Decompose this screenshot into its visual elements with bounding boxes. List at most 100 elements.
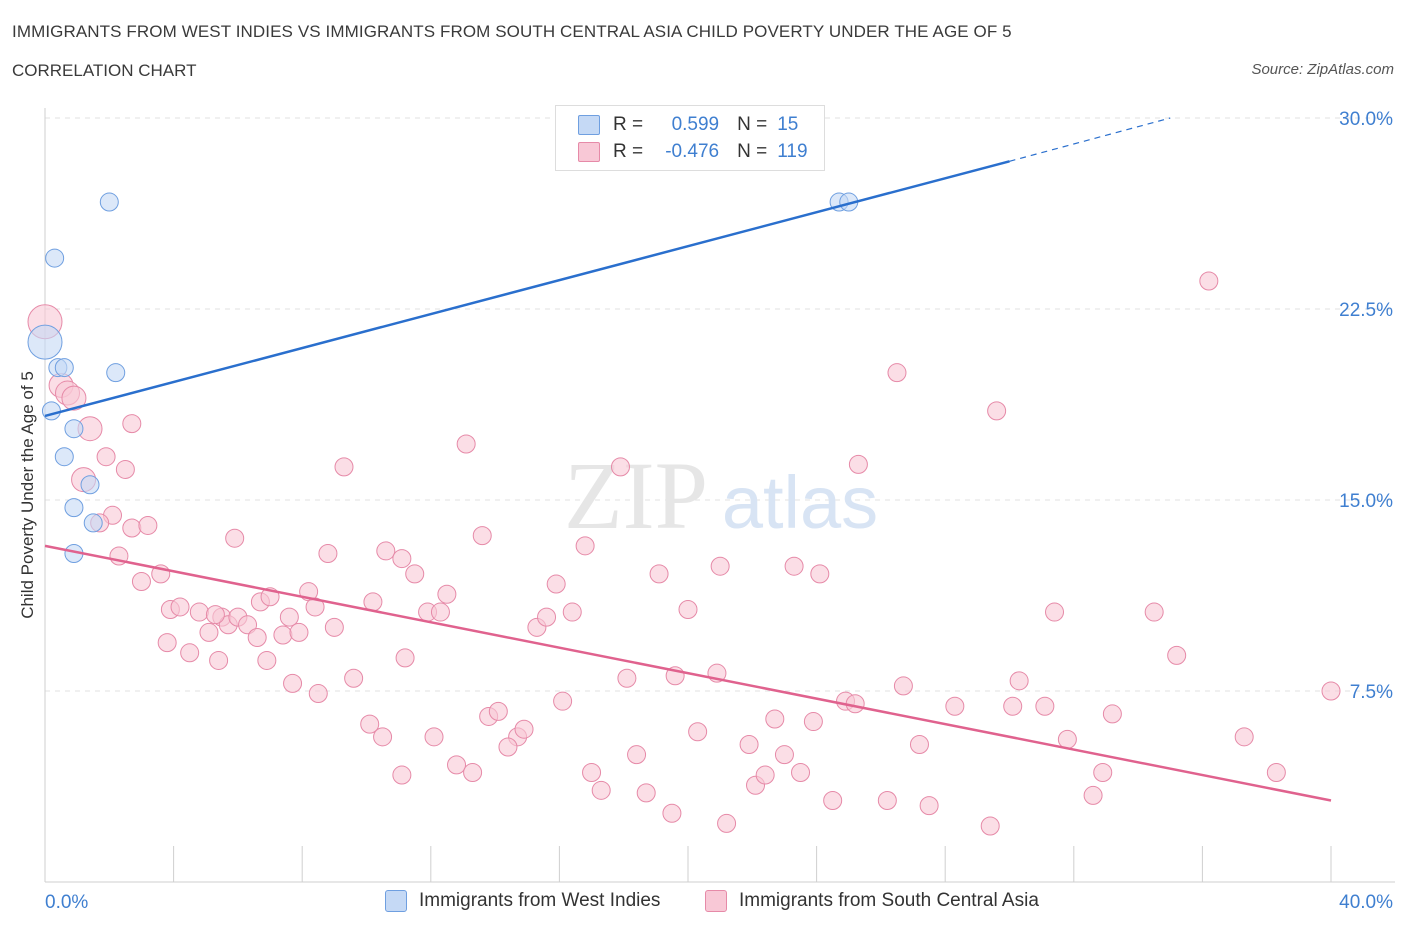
south-central-asia-point-62 [514, 719, 534, 739]
west-indies-point-4 [54, 358, 74, 378]
south-central-asia-point-101 [919, 796, 939, 816]
legend-swatch-west-indies [578, 115, 600, 135]
south-central-asia-point-73 [610, 457, 630, 477]
south-central-asia-point-97 [845, 694, 865, 714]
south-central-asia-point-82 [710, 556, 730, 576]
south-central-asia-point-119 [1321, 681, 1341, 701]
watermark-atlas: atlas [722, 461, 878, 544]
south-central-asia-point-83 [717, 813, 737, 833]
south-central-asia-point-47 [392, 549, 412, 569]
south-central-asia-point-92 [791, 762, 811, 782]
legend: R = 0.599 N = 15 R = -0.476 N = 119 [555, 105, 825, 171]
south-central-asia-point-68 [562, 602, 582, 622]
south-central-asia-point-8 [122, 414, 142, 434]
south-central-asia-point-24 [225, 528, 245, 548]
south-central-asia-point-18 [157, 633, 177, 653]
south-central-asia-point-95 [848, 454, 868, 474]
south-central-asia-point-81 [688, 722, 708, 742]
south-central-asia-point-100 [893, 676, 913, 696]
south-central-asia-point-21 [199, 622, 219, 642]
tick-labels: 7.5% 15.0% 22.5% 30.0% 0.0% 40.0% [45, 109, 1393, 913]
south-central-asia-point-88 [755, 765, 775, 785]
south-central-asia-point-3 [61, 385, 87, 411]
south-central-asia-point-39 [318, 543, 338, 563]
south-central-asia-point-42 [334, 457, 354, 477]
watermark: ZIP atlas [564, 442, 878, 549]
south-central-asia-point-63 [498, 737, 518, 757]
south-central-asia-point-117 [1234, 727, 1254, 747]
bottom-legend-label-west-indies: Immigrants from West Indies [419, 890, 661, 911]
legend-r-value-west-indies: 0.599 [671, 114, 720, 135]
south-central-asia-point-64 [463, 762, 483, 782]
south-central-asia-point-41 [324, 617, 344, 637]
x-tick-label-min: 0.0% [45, 892, 88, 913]
south-central-asia-point-27 [238, 615, 258, 635]
legend-n-label: N = [737, 141, 768, 162]
south-central-asia-point-48 [373, 727, 393, 747]
south-central-asia-point-102 [909, 734, 929, 754]
y-axis-label: Child Poverty Under the Age of 5 [18, 371, 37, 619]
south-central-asia-point-72 [591, 780, 611, 800]
bottom-legend-label-south-central-asia: Immigrants from South Central Asia [739, 890, 1039, 911]
south-central-asia-point-13 [138, 515, 158, 535]
south-central-asia-point-90 [774, 745, 794, 765]
south-central-asia-point-74 [617, 668, 637, 688]
south-central-asia-point-89 [784, 556, 804, 576]
legend-swatch-south-central-asia [578, 142, 600, 162]
south-central-asia-point-25 [205, 605, 225, 625]
south-central-asia-point-35 [283, 673, 303, 693]
south-central-asia-point-30 [257, 650, 277, 670]
axes [44, 108, 1395, 883]
south-central-asia-point-46 [376, 541, 396, 561]
west-indies-point-11 [99, 192, 119, 212]
legend-r-label: R = [613, 114, 644, 135]
y-tick-label-0: 7.5% [1350, 682, 1393, 703]
x-tick-label-max: 40.0% [1339, 892, 1393, 913]
trend-line-west-indies-extension [1009, 117, 1171, 162]
south-central-asia-point-49 [405, 564, 425, 584]
south-central-asia-point-105 [980, 816, 1000, 836]
bottom-legend-south-central-asia: Immigrants from South Central Asia [705, 890, 1039, 912]
west-indies-point-1 [41, 401, 61, 421]
south-central-asia-point-55 [456, 434, 476, 454]
south-central-asia-point-115 [1167, 645, 1187, 665]
south-central-asia-point-111 [1083, 785, 1103, 805]
y-tick-label-2: 22.5% [1339, 300, 1393, 321]
south-central-asia-point-44 [363, 592, 383, 612]
south-central-asia-point-34 [279, 607, 299, 627]
south-central-asia-point-19 [180, 643, 200, 663]
legend-row-west-indies: R = 0.599 N = 15 [578, 113, 798, 137]
south-central-asia-point-75 [636, 783, 656, 803]
bottom-legend-west-indies: Immigrants from West Indies [385, 890, 660, 912]
south-central-asia-point-103 [945, 696, 965, 716]
south-central-asia-point-87 [765, 709, 785, 729]
chart-subtitle: CORRELATION CHART [12, 61, 197, 80]
series-west-indies [27, 192, 859, 563]
bottom-legend-swatch-west-indies [385, 890, 407, 912]
south-central-asia-point-66 [537, 607, 557, 627]
south-central-asia-point-28 [209, 650, 229, 670]
south-central-asia-point-67 [546, 574, 566, 594]
south-central-asia-point-6 [96, 447, 116, 467]
legend-n-value-south-central-asia: 119 [777, 141, 808, 162]
south-central-asia-point-57 [424, 727, 444, 747]
south-central-asia-point-113 [1102, 704, 1122, 724]
south-central-asia-point-40 [308, 684, 328, 704]
south-central-asia-point-77 [649, 564, 669, 584]
series-south-central-asia [27, 271, 1341, 836]
trend-line-south-central-asia [44, 544, 1332, 802]
south-central-asia-point-118 [1266, 762, 1286, 782]
south-central-asia-point-50 [395, 648, 415, 668]
south-central-asia-point-80 [662, 803, 682, 823]
y-tick-label-3: 30.0% [1339, 109, 1393, 130]
south-central-asia-point-108 [1045, 602, 1065, 622]
south-central-asia-point-54 [430, 602, 450, 622]
legend-r-value-south-central-asia: -0.476 [665, 141, 720, 162]
west-indies-point-2 [45, 248, 65, 268]
grid-lines [45, 117, 1395, 692]
south-central-asia-point-94 [823, 791, 843, 811]
chart-title: IMMIGRANTS FROM WEST INDIES VS IMMIGRANT… [12, 22, 1012, 41]
south-central-asia-point-106 [1003, 696, 1023, 716]
south-central-asia-point-56 [472, 526, 492, 546]
